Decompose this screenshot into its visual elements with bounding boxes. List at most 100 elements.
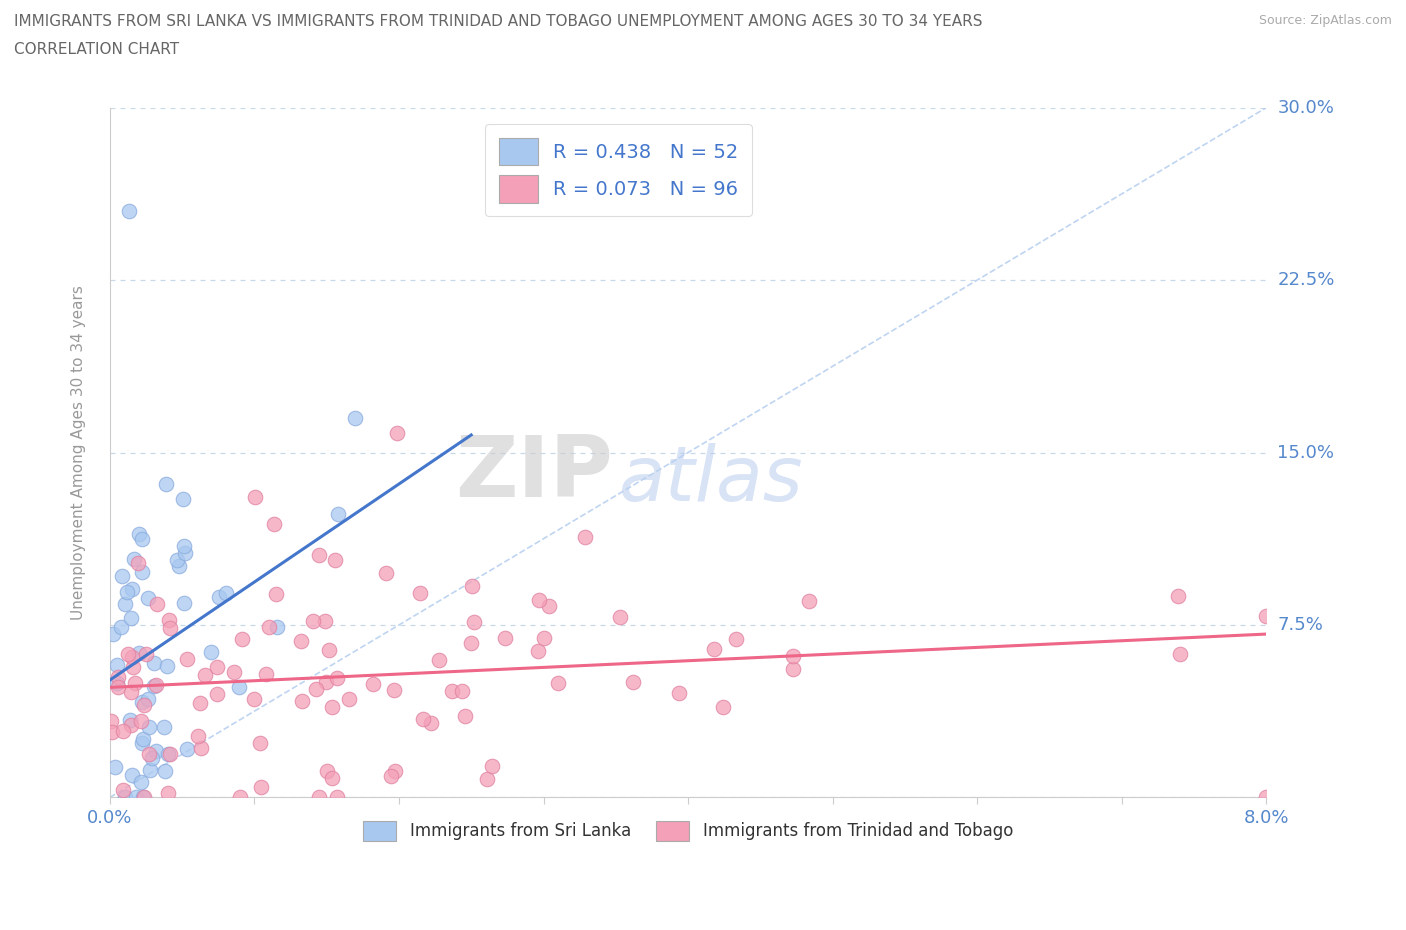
Point <box>176 742 198 757</box>
Point <box>305 682 328 697</box>
Point <box>326 790 349 804</box>
Point <box>120 684 142 699</box>
Point <box>153 764 176 778</box>
Point <box>290 633 312 648</box>
Point <box>321 699 343 714</box>
Text: ZIP: ZIP <box>456 432 613 514</box>
Point <box>132 732 155 747</box>
Point <box>315 764 337 778</box>
Legend: Immigrants from Sri Lanka, Immigrants from Trinidad and Tobago: Immigrants from Sri Lanka, Immigrants fr… <box>356 814 1019 847</box>
Point <box>114 597 136 612</box>
Point <box>200 644 222 659</box>
Point <box>173 596 195 611</box>
Point <box>797 593 820 608</box>
Point <box>157 786 180 801</box>
Point <box>136 692 159 707</box>
Point <box>343 410 366 425</box>
Point <box>174 545 197 560</box>
Point <box>254 667 277 682</box>
Point <box>412 711 434 726</box>
Point <box>208 590 231 604</box>
Point <box>451 684 474 698</box>
Point <box>103 627 125 642</box>
Point <box>782 648 804 663</box>
Point <box>141 751 163 765</box>
Point <box>118 204 141 219</box>
Point <box>245 490 267 505</box>
Point <box>142 679 165 694</box>
Point <box>120 717 142 732</box>
Point <box>194 667 217 682</box>
Point <box>242 692 264 707</box>
Point <box>427 653 450 668</box>
Point <box>121 649 143 664</box>
Point <box>155 476 177 491</box>
Point <box>128 645 150 660</box>
Point <box>326 671 349 685</box>
Point <box>121 767 143 782</box>
Point <box>1167 588 1189 603</box>
Point <box>142 656 165 671</box>
Point <box>266 586 288 601</box>
Point <box>249 736 271 751</box>
Point <box>167 558 190 573</box>
Point <box>337 691 360 706</box>
Point <box>231 631 253 646</box>
Point <box>159 747 181 762</box>
Point <box>711 699 734 714</box>
Point <box>107 670 129 684</box>
Point <box>440 684 463 698</box>
Point <box>121 611 143 626</box>
Point <box>136 591 159 605</box>
Point <box>139 763 162 777</box>
Point <box>314 614 336 629</box>
Point <box>380 769 402 784</box>
Point <box>138 747 160 762</box>
Point <box>101 724 124 739</box>
Point <box>621 675 644 690</box>
Point <box>111 724 134 738</box>
Point <box>110 568 132 583</box>
Point <box>1256 790 1278 804</box>
Point <box>125 790 148 804</box>
Point <box>132 790 155 804</box>
Point <box>111 783 134 798</box>
Point <box>454 708 477 723</box>
Point <box>374 565 396 580</box>
Point <box>215 586 238 601</box>
Point <box>228 680 250 695</box>
Point <box>188 696 211 711</box>
Point <box>207 659 229 674</box>
Y-axis label: Unemployment Among Ages 30 to 34 years: Unemployment Among Ages 30 to 34 years <box>72 286 86 620</box>
Point <box>527 592 550 607</box>
Point <box>384 764 406 778</box>
Point <box>187 729 209 744</box>
Point <box>122 659 145 674</box>
Point <box>475 771 498 786</box>
Point <box>153 720 176 735</box>
Point <box>129 775 152 790</box>
Point <box>122 551 145 566</box>
Point <box>308 548 330 563</box>
Point <box>190 741 212 756</box>
Point <box>128 526 150 541</box>
Point <box>156 658 179 673</box>
Point <box>1168 647 1191 662</box>
Point <box>105 676 128 691</box>
Point <box>257 619 280 634</box>
Point <box>146 597 169 612</box>
Point <box>110 619 132 634</box>
Text: Source: ZipAtlas.com: Source: ZipAtlas.com <box>1258 14 1392 27</box>
Text: 22.5%: 22.5% <box>1278 272 1334 289</box>
Point <box>121 582 143 597</box>
Point <box>409 586 432 601</box>
Point <box>131 532 153 547</box>
Point <box>115 584 138 599</box>
Point <box>131 565 153 579</box>
Point <box>138 720 160 735</box>
Point <box>609 610 631 625</box>
Point <box>463 615 485 630</box>
Point <box>157 613 180 628</box>
Point <box>157 747 180 762</box>
Point <box>104 760 127 775</box>
